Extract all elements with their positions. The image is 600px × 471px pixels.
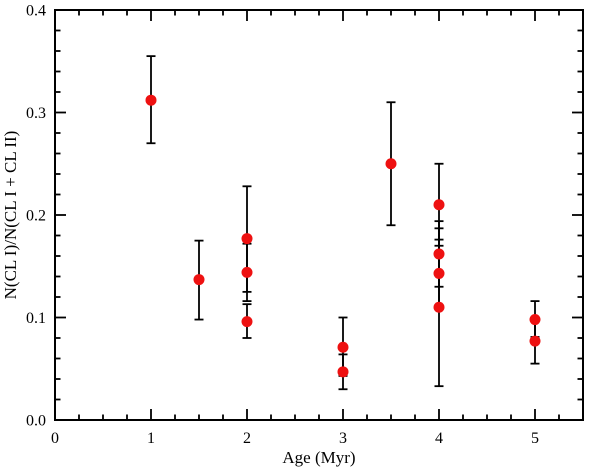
plot-content: 0 1 2 3 4 5 0.0 0.1 0.2 0.3 0.4: [26, 3, 584, 447]
x-axis-label: Age (Myr): [282, 448, 355, 467]
plot-frame: [54, 9, 584, 421]
data-point: [433, 301, 445, 313]
y-axis-label: N(CL I)/N(CL I + CL II): [1, 131, 20, 300]
y-tick-label: 0.4: [26, 3, 46, 20]
data-point: [145, 94, 157, 106]
data-point: [241, 266, 253, 278]
data-point: [241, 233, 253, 245]
x-tick-label: 3: [339, 430, 347, 447]
data-point: [433, 199, 445, 211]
x-tick-label: 0: [51, 430, 59, 447]
data-point: [337, 366, 349, 378]
data-point: [241, 316, 253, 328]
x-tick-label: 5: [531, 430, 539, 447]
x-tick-label: 4: [435, 430, 443, 447]
data-point: [529, 335, 541, 347]
y-tick-label: 0.3: [26, 105, 46, 122]
y-tick-label: 0.2: [26, 208, 46, 225]
y-tick-label: 0.1: [26, 310, 46, 327]
x-tick-label: 1: [147, 430, 155, 447]
x-tick-label: 2: [243, 430, 251, 447]
data-point: [529, 314, 541, 326]
data-point: [385, 158, 397, 170]
y-tick-label: 0.0: [26, 413, 46, 430]
data-point: [433, 248, 445, 260]
data-point: [433, 267, 445, 279]
data-point: [337, 341, 349, 353]
data-point: [193, 274, 205, 286]
